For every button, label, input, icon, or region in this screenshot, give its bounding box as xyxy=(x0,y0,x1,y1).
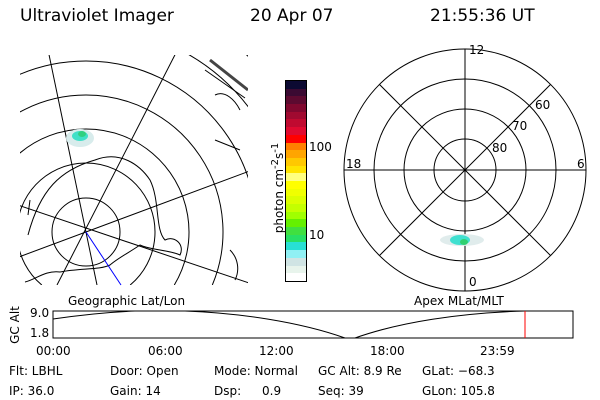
colorbar-tick-100: 100 xyxy=(309,140,332,154)
colorbar-swatch xyxy=(286,119,306,128)
colorbar-swatch xyxy=(286,180,306,189)
time-tick: 12:00 xyxy=(259,344,294,358)
colorbar-swatch xyxy=(286,196,306,204)
time-tick: 18:00 xyxy=(370,344,405,358)
colorbar-swatch xyxy=(286,173,306,181)
dsp-label: Dsp: xyxy=(214,384,242,398)
time-tick: 23:59 xyxy=(480,344,515,358)
mlt-label-6: 6 xyxy=(577,157,585,171)
colorbar-swatch xyxy=(286,257,306,266)
colorbar-swatch xyxy=(286,150,306,158)
colorbar xyxy=(285,80,307,282)
colorbar-swatch xyxy=(286,227,306,235)
seq-status: Seq: 39 xyxy=(318,384,364,398)
colorbar-swatch xyxy=(286,188,306,197)
colorbar-swatch xyxy=(286,234,306,243)
colorbar-swatch xyxy=(286,111,306,120)
colorbar-swatch xyxy=(286,96,306,105)
dsp-value: 0.9 xyxy=(262,384,282,398)
date-label: 20 Apr 07 xyxy=(250,6,334,26)
colorbar-swatch xyxy=(286,81,306,89)
altitude-ylabel: GC Alt xyxy=(7,306,22,344)
altitude-ytick: 9.0 xyxy=(30,306,50,320)
time-label: 21:55:36 UT xyxy=(430,6,535,26)
colorbar-swatch xyxy=(286,250,306,258)
colorbar-swatch xyxy=(286,242,306,251)
colorbar-tick-10: 10 xyxy=(309,228,325,242)
altitude-ytick: 1.8 xyxy=(30,326,50,340)
colorbar-swatch xyxy=(286,204,306,212)
colorbar-swatch xyxy=(286,273,306,281)
glon-status: GLon: 105.8 xyxy=(422,384,495,398)
glat-status: GLat: −68.3 xyxy=(422,364,495,378)
lat-label-80: 80 xyxy=(492,141,508,155)
aurora-emission-left xyxy=(66,129,94,147)
lat-label-60: 60 xyxy=(535,98,551,112)
coastline-edge xyxy=(209,58,248,92)
ip-status: IP: 36.0 xyxy=(9,384,55,398)
colorbar-swatch xyxy=(286,219,306,228)
time-tick: 00:00 xyxy=(36,344,71,358)
apex-label: Apex MLat/MLT xyxy=(414,294,504,308)
aurora-emission-right xyxy=(440,234,484,246)
geographic-label: Geographic Lat/Lon xyxy=(68,294,186,308)
colorbar-swatch xyxy=(286,134,306,143)
gc-alt-status: GC Alt: 8.9 Re xyxy=(318,364,402,378)
meridian-lines xyxy=(20,55,248,285)
filter-status: Flt: LBHL xyxy=(9,364,63,378)
satellite-track xyxy=(85,231,122,286)
altitude-curve xyxy=(52,310,552,339)
colorbar-swatch xyxy=(286,104,306,112)
colorbar-swatch xyxy=(286,211,306,220)
altitude-plot-frame xyxy=(52,310,574,339)
colorbar-swatch xyxy=(286,127,306,135)
mode-status: Mode: Normal xyxy=(214,364,298,378)
colorbar-swatch xyxy=(286,88,306,97)
lat-label-70: 70 xyxy=(512,119,528,133)
latitude-circle xyxy=(20,94,224,285)
latitude-circle xyxy=(20,60,248,179)
colorbar-swatch xyxy=(286,265,306,274)
mlt-label-12: 12 xyxy=(469,43,485,57)
mlt-label-18: 18 xyxy=(346,157,362,171)
colorbar-swatch xyxy=(286,157,306,166)
time-tick: 06:00 xyxy=(148,344,183,358)
colorbar-swatch xyxy=(286,165,306,174)
colorbar-swatch xyxy=(286,142,306,151)
door-status: Door: Open xyxy=(110,364,179,378)
instrument-title: Ultraviolet Imager xyxy=(20,6,174,26)
latitude-circle xyxy=(51,197,121,267)
latitude-circle xyxy=(20,128,190,285)
coastline xyxy=(24,69,246,283)
gain-status: Gain: 14 xyxy=(110,384,161,398)
mlt-label-0: 0 xyxy=(469,275,477,289)
